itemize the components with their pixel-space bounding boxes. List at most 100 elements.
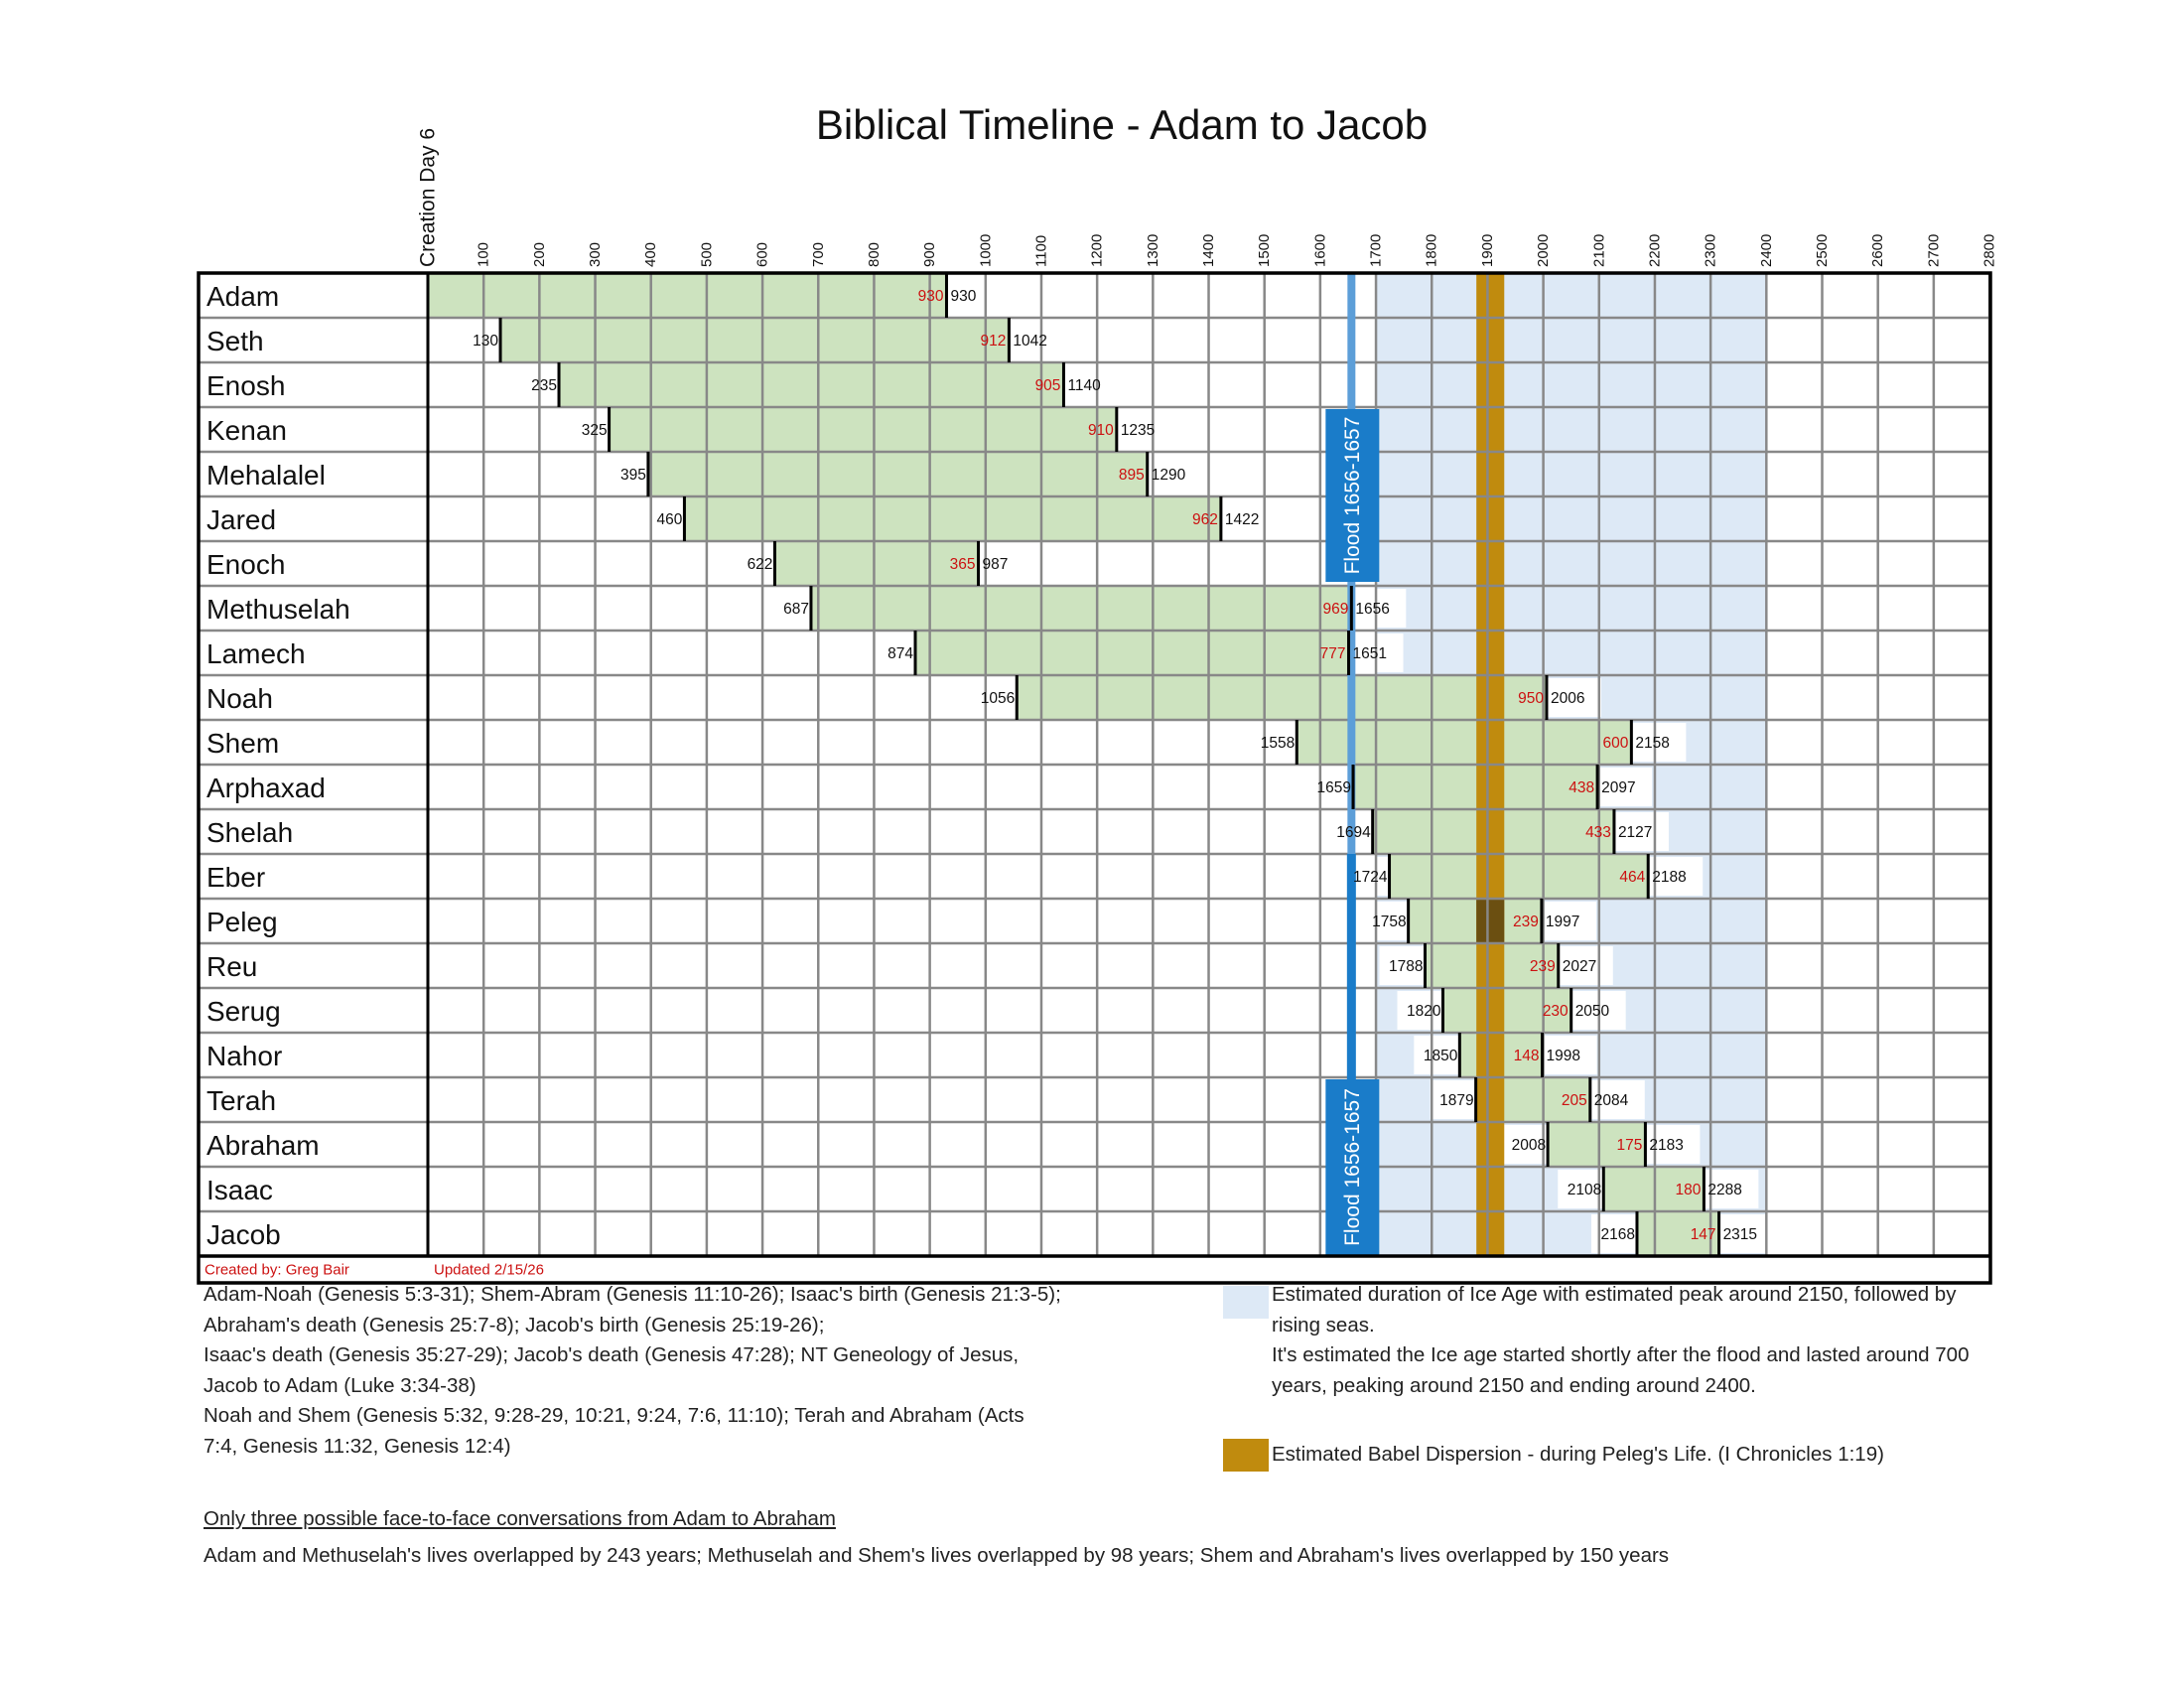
age-label: 895 bbox=[1119, 467, 1145, 484]
death-year-label: 2006 bbox=[1551, 690, 1584, 707]
age-label: 180 bbox=[1676, 1182, 1702, 1198]
lifespan-bar bbox=[1636, 1211, 1719, 1256]
lifespan-bar bbox=[684, 496, 1221, 541]
x-tick-label: 1700 bbox=[1368, 234, 1385, 267]
x-tick-label: 2800 bbox=[1981, 234, 1998, 267]
birth-year-label: 874 bbox=[887, 645, 913, 662]
birth-year-label: 130 bbox=[473, 333, 498, 350]
x-tick-label: 300 bbox=[587, 242, 604, 267]
death-year-label: 1140 bbox=[1067, 377, 1101, 394]
birth-year-label: 2168 bbox=[1600, 1226, 1634, 1243]
birth-label-box bbox=[1502, 1125, 1549, 1164]
flood-label: Flood 1656-1657 bbox=[1341, 1088, 1364, 1246]
person-name: Arphaxad bbox=[206, 773, 326, 803]
person-name: Methuselah bbox=[206, 594, 350, 625]
death-label-box bbox=[1063, 365, 1119, 404]
death-year-label: 2288 bbox=[1707, 1182, 1741, 1198]
death-label-box bbox=[1116, 410, 1171, 449]
birth-year-label: 622 bbox=[748, 556, 773, 573]
conversations-heading: Only three possible face-to-face convers… bbox=[204, 1507, 836, 1530]
death-year-label: 2158 bbox=[1635, 735, 1669, 752]
reference-line: Abraham's death (Genesis 25:7-8); Jacob'… bbox=[204, 1313, 825, 1336]
ice-age-legend: Estimated duration of Ice Age with estim… bbox=[1272, 1280, 1970, 1401]
birth-label-box bbox=[455, 321, 501, 359]
person-name: Jacob bbox=[206, 1219, 281, 1250]
death-year-label: 2050 bbox=[1575, 1003, 1610, 1020]
age-label: 230 bbox=[1543, 1003, 1569, 1020]
x-tick-label: 2400 bbox=[1758, 234, 1775, 267]
lifespan-marks: 930 930 130 912 1042 235 905 1140 325 910 1235 395 8… bbox=[473, 273, 1757, 1256]
birth-year-label: 687 bbox=[783, 601, 809, 618]
babel-legend: Estimated Babel Dispersion - during Pele… bbox=[1272, 1440, 1884, 1471]
birth-label-box bbox=[1251, 723, 1297, 762]
birth-year-label: 1056 bbox=[981, 690, 1015, 707]
lifespan-bar bbox=[774, 541, 979, 586]
person-name: Noah bbox=[206, 683, 273, 714]
age-label: 147 bbox=[1691, 1226, 1716, 1243]
birth-label-box bbox=[971, 678, 1018, 717]
death-year-label: 930 bbox=[950, 288, 976, 305]
death-label-box bbox=[1542, 1036, 1597, 1074]
age-label: 148 bbox=[1514, 1048, 1540, 1064]
babel-legend-swatch bbox=[1223, 1439, 1269, 1472]
x-tick-label: 900 bbox=[921, 242, 938, 267]
ice-age-legend-line: Estimated duration of Ice Age with estim… bbox=[1272, 1283, 1957, 1306]
lifespan-bar bbox=[810, 586, 1352, 631]
death-label-box bbox=[1613, 812, 1669, 851]
birth-year-label: 2108 bbox=[1568, 1182, 1601, 1198]
flood-markers: Flood 1656-1657 Flood 1656-1657 bbox=[1325, 273, 1380, 1256]
death-year-label: 1998 bbox=[1546, 1048, 1579, 1064]
x-tick-label: 600 bbox=[754, 242, 771, 267]
age-label: 205 bbox=[1562, 1092, 1587, 1109]
outer-frame bbox=[197, 271, 1992, 1285]
x-tick-label: 1200 bbox=[1089, 234, 1106, 267]
age-label: 239 bbox=[1530, 958, 1556, 975]
birth-label-box bbox=[1414, 1036, 1460, 1074]
person-name: Terah bbox=[206, 1085, 276, 1116]
birth-year-label: 460 bbox=[657, 511, 683, 528]
x-tick-label: 2500 bbox=[1814, 234, 1831, 267]
death-year-label: 2315 bbox=[1723, 1226, 1757, 1243]
age-label: 912 bbox=[981, 333, 1007, 350]
ice-age-legend-line: rising seas. bbox=[1272, 1313, 1375, 1336]
death-label-box bbox=[1648, 857, 1704, 896]
person-name: Adam bbox=[206, 281, 279, 312]
lifespan-bar bbox=[1442, 988, 1571, 1033]
reference-line: Noah and Shem (Genesis 5:32, 9:28-29, 10… bbox=[204, 1404, 1024, 1427]
person-names: Adam Seth Enosh Kenan Mehalalel Jared Enoch Met… bbox=[206, 281, 350, 1250]
flood-box bbox=[1325, 409, 1380, 582]
birth-year-label: 1659 bbox=[1317, 779, 1351, 796]
updated-date: Updated 2/15/26 bbox=[434, 1262, 544, 1279]
birth-label-box bbox=[1362, 902, 1409, 940]
birth-year-label: 1558 bbox=[1261, 735, 1295, 752]
birth-year-label: 2008 bbox=[1512, 1137, 1546, 1154]
person-name: Abraham bbox=[206, 1130, 320, 1161]
person-name: Reu bbox=[206, 951, 257, 982]
person-name: Lamech bbox=[206, 638, 306, 669]
person-name: Enoch bbox=[206, 549, 285, 580]
lifespan-bar bbox=[609, 407, 1117, 452]
birth-year-label: 1820 bbox=[1407, 1003, 1441, 1020]
person-name: Shelah bbox=[206, 817, 293, 848]
death-year-label: 2188 bbox=[1652, 869, 1686, 886]
death-label-box bbox=[1718, 1214, 1774, 1253]
x-tick-label: 1100 bbox=[1032, 235, 1049, 267]
lifespan-bar bbox=[915, 631, 1349, 675]
lifespan-bar bbox=[1297, 720, 1632, 765]
death-year-label: 1235 bbox=[1121, 422, 1155, 439]
death-label-box bbox=[1351, 589, 1407, 628]
birth-label-box bbox=[1307, 768, 1354, 806]
x-tick-label: 2200 bbox=[1646, 234, 1663, 267]
birth-year-label: 1694 bbox=[1336, 824, 1371, 841]
chart-title: Biblical Timeline - Adam to Jacob bbox=[816, 101, 1428, 148]
birth-label-box bbox=[764, 589, 811, 628]
birth-year-label: 1788 bbox=[1389, 958, 1423, 975]
death-year-label: 1422 bbox=[1225, 511, 1259, 528]
conversations-text: Adam and Methuselah's lives overlapped b… bbox=[204, 1543, 1670, 1567]
person-name: Shem bbox=[206, 728, 279, 759]
chart-frame: Created by: Greg Bair Updated 2/15/26 bbox=[197, 271, 1992, 1285]
x-axis-ticks: Creation Day 6 100 200 300 400 500 600 700 800 90… bbox=[417, 128, 1998, 267]
x-tick-label: 700 bbox=[810, 242, 827, 267]
person-name: Jared bbox=[206, 504, 276, 535]
